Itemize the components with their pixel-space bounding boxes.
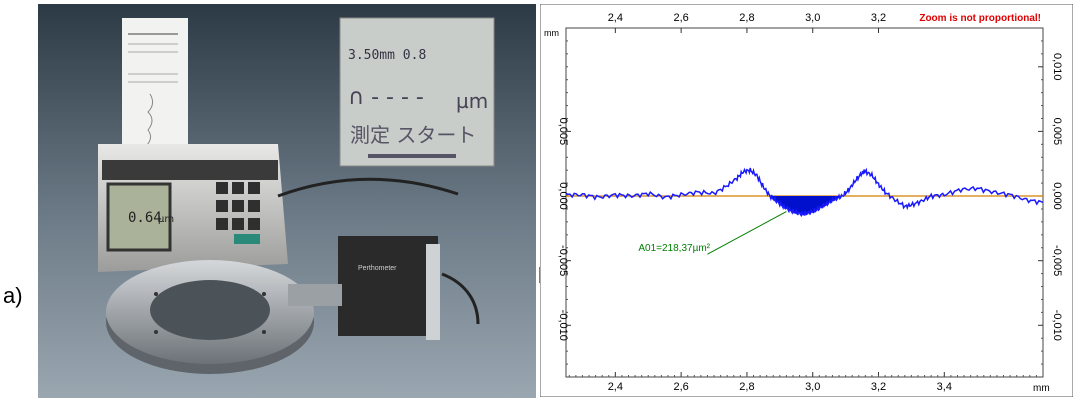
probe-logo: Perthometer — [358, 265, 397, 272]
device-display-value: 0.64 — [128, 210, 162, 226]
x-tick-label-top: 3,2 — [871, 12, 886, 24]
area-annotation-label: A01=218,37µm² — [638, 243, 710, 254]
profile-series-line — [565, 167, 1044, 218]
y-tick-label-left: -0,005 — [557, 245, 569, 276]
y-tick-label-right: -0,010 — [1051, 310, 1063, 341]
y-unit-label: mm — [544, 28, 559, 38]
x-tick-label-bottom: 3,4 — [937, 381, 952, 393]
x-unit-label: mm — [1033, 383, 1050, 394]
large-display-unit: µm — [456, 89, 488, 113]
surface-roughness-tester-photo: 3.50mm 0.8 ∩ - - - - µm 測定 スタート 0.64 µm — [38, 4, 536, 398]
y-tick-label-left: -0,010 — [557, 310, 569, 341]
y-tick-label-right: -0,005 — [1051, 245, 1063, 276]
surface-profile-plot: 2,4 2,6 2,8 3,0 3,2 2,4 2,6 2,8 3,0 3,2 3,4 0,005… — [540, 4, 1073, 397]
annotation-leader — [707, 211, 787, 255]
x-tick-label-top: 3,0 — [805, 12, 820, 24]
y-tick-label-right: 0,005 — [1051, 118, 1063, 146]
x-tick-label-bottom: 3,2 — [871, 381, 886, 393]
calibration-ring — [106, 260, 314, 374]
x-tick-label-bottom: 2,8 — [739, 381, 754, 393]
x-tick-label-top: 2,8 — [739, 12, 754, 24]
y-tick-label-right: 0,000 — [1051, 182, 1063, 210]
large-display-line2: 測定 スタート — [350, 123, 476, 147]
x-tick-label-bottom: 2,6 — [673, 381, 688, 393]
device-display-unit: µm — [158, 214, 174, 225]
zoom-warning: Zoom is not proportional! — [919, 13, 1041, 24]
removed-area-fill — [769, 196, 843, 216]
y-tick-label-left: 0,005 — [557, 118, 569, 146]
large-display-line1: 3.50mm 0.8 — [348, 48, 426, 63]
measuring-instrument: 0.64 µm — [98, 144, 459, 272]
y-tick-label-left: 0,000 — [557, 182, 569, 210]
x-tick-label-bottom: 2,4 — [608, 381, 623, 393]
x-tick-label-top: 2,4 — [608, 12, 623, 24]
svg-text:∩ - - - -: ∩ - - - - — [348, 85, 424, 110]
printer-paper-strip — [122, 18, 188, 158]
y-tick-label-right: 0,010 — [1051, 53, 1063, 81]
x-tick-label-bottom: 3,0 — [805, 381, 820, 393]
large-display-screen: 3.50mm 0.8 ∩ - - - - µm 測定 スタート — [339, 17, 495, 167]
x-tick-label-top: 2,6 — [673, 12, 688, 24]
probe-drive-unit: Perthometer — [288, 236, 480, 340]
panel-label-a: a) — [3, 283, 23, 308]
